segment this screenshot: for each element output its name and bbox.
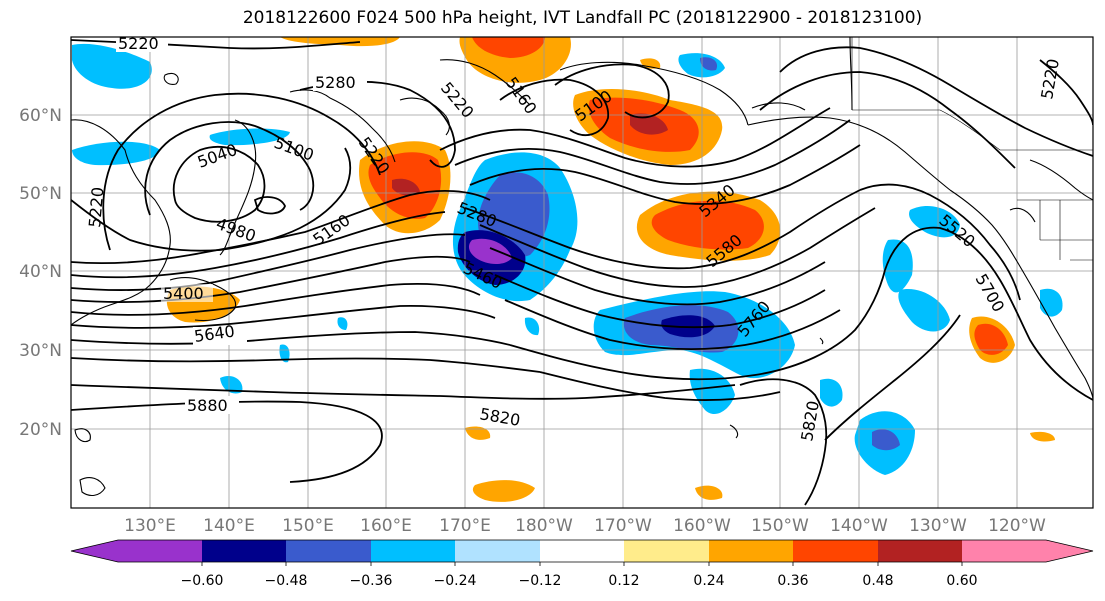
lon-label-120w: 120°W — [988, 516, 1046, 536]
lat-label-30n: 30°N — [19, 341, 62, 361]
lon-label-160e: 160°E — [360, 516, 412, 536]
longitude-labels: 130°E 140°E 150°E 160°E 170°E 180°W 170°… — [124, 516, 1046, 536]
ivt-negative-shading — [72, 43, 1063, 475]
colorbar-segment — [118, 540, 202, 562]
lat-label-20n: 20°N — [19, 420, 62, 440]
colorbar-tick-012: 0.12 — [608, 573, 639, 589]
colorbar-tick-neg-012: −0.12 — [519, 573, 562, 589]
colorbar-segment — [286, 540, 371, 562]
colorbar-extend-high — [1046, 540, 1093, 562]
lon-label-140e: 140°E — [203, 516, 255, 536]
ivt-positive-shading — [166, 37, 1055, 502]
lon-label-160w: 160°W — [673, 516, 731, 536]
colorbar-tick-036: 0.36 — [777, 573, 808, 589]
colorbar-tick-neg-048: −0.48 — [265, 573, 308, 589]
colorbar-segment — [962, 540, 1046, 562]
lat-label-40n: 40°N — [19, 262, 62, 282]
colorbar-segment — [878, 540, 962, 562]
colorbar-tick-neg-036: −0.36 — [350, 573, 393, 589]
colorbar-tick-neg-024: −0.24 — [434, 573, 477, 589]
lon-label-140w: 140°W — [830, 516, 888, 536]
lon-label-180w: 180°W — [515, 516, 573, 536]
contour-label-5220-north: 5220 — [118, 34, 159, 53]
contour-label-5400: 5400 — [163, 284, 204, 303]
colorbar-extend-low — [71, 540, 118, 562]
colorbar-segment — [202, 540, 286, 562]
latitude-labels: 60°N 50°N 40°N 30°N 20°N — [19, 106, 62, 440]
contour-label-5280-kamchatka: 5280 — [315, 73, 356, 92]
colorbar-tick-048: 0.48 — [862, 573, 893, 589]
colorbar-tick-060: 0.60 — [946, 573, 977, 589]
colorbar-segment — [455, 540, 540, 562]
contour-label-5220-west: 5220 — [85, 186, 107, 228]
map-frame — [70, 36, 1094, 509]
colorbar-segment — [793, 540, 878, 562]
political-borders — [851, 37, 1093, 261]
colorbar-segment — [709, 540, 793, 562]
lon-label-150w: 150°W — [751, 516, 809, 536]
colorbar-tick-024: 0.24 — [693, 573, 724, 589]
contour-label-5880: 5880 — [187, 396, 228, 415]
colorbar: −0.60 −0.48 −0.36 −0.24 −0.12 0.12 0.24 … — [70, 539, 1094, 589]
colorbar-segments — [71, 540, 1093, 562]
lat-label-50n: 50°N — [19, 184, 62, 204]
lon-label-170e: 170°E — [439, 516, 491, 536]
lon-label-170w: 170°W — [594, 516, 652, 536]
lon-label-130e: 130°E — [124, 516, 176, 536]
colorbar-outline — [70, 539, 1094, 563]
map-title: 2018122600 F024 500 hPa height, IVT Land… — [242, 8, 923, 28]
colorbar-tick-neg-060: −0.60 — [181, 573, 224, 589]
colorbar-segment — [540, 540, 624, 562]
lon-label-150e: 150°E — [282, 516, 334, 536]
lat-label-60n: 60°N — [19, 106, 62, 126]
lon-label-130w: 130°W — [909, 516, 967, 536]
colorbar-tick-marks — [201, 562, 963, 566]
colorbar-segment — [624, 540, 709, 562]
graticule — [71, 37, 1093, 508]
colorbar-segment — [371, 540, 455, 562]
